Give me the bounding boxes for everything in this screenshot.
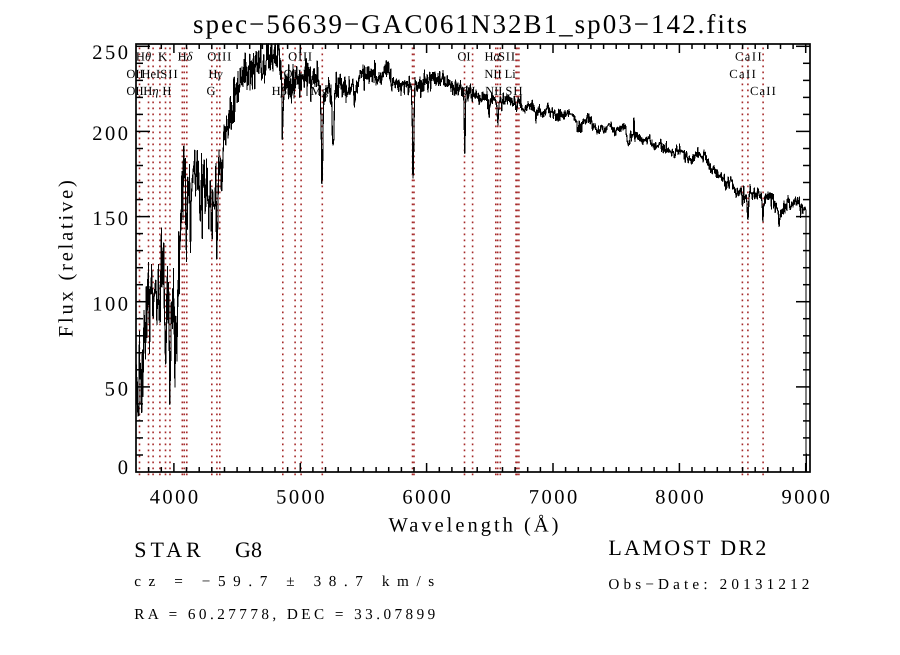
svg-text:G: G [206,84,215,98]
svg-text:150: 150 [92,208,128,230]
svg-text:250: 250 [92,42,128,64]
svg-text:H: H [162,84,171,98]
svg-text:K: K [158,50,167,64]
svg-text:200: 200 [92,123,128,145]
svg-text:Hη: Hη [143,84,158,98]
svg-text:SII: SII [160,67,177,81]
svg-text:100: 100 [92,294,128,316]
svg-text:OIII: OIII [284,67,307,81]
svg-text:CaII: CaII [750,84,776,98]
svg-text:Mg: Mg [311,84,329,98]
svg-text:Hθ: Hθ [136,50,151,64]
svg-text:Hγ: Hγ [208,67,223,81]
svg-text:LAMOST DR2: LAMOST DR2 [608,535,766,560]
svg-text:0: 0 [118,457,128,479]
svg-text:CaII: CaII [735,50,762,64]
svg-text:HeI: HeI [141,67,160,81]
svg-text:Flux (relative): Flux (relative) [56,180,78,337]
svg-text:Hβ: Hβ [272,84,288,98]
svg-text:OIII: OIII [288,50,312,64]
svg-text:OII: OII [126,84,143,98]
svg-text:Wavelength (Å): Wavelength (Å) [389,515,559,537]
svg-text:Hδ: Hδ [178,50,193,64]
svg-text:OIII: OIII [207,50,231,64]
svg-text:spec−56639−GAC061N32B1_sp03−14: spec−56639−GAC061N32B1_sp03−142.fits [193,9,747,39]
svg-text:Li: Li [505,67,517,81]
svg-text:STAR: STAR [134,537,201,562]
svg-text:OII: OII [126,67,143,81]
svg-text:OI: OI [457,50,470,64]
svg-text:SII: SII [505,84,522,98]
svg-text:NII: NII [484,67,501,81]
svg-text:CaII: CaII [729,67,756,81]
svg-text:Hα: Hα [485,50,501,64]
svg-text:G8: G8 [235,537,262,562]
svg-text:NII: NII [485,84,502,98]
svg-text:OI: OI [462,84,475,98]
svg-text:SII: SII [498,50,515,64]
